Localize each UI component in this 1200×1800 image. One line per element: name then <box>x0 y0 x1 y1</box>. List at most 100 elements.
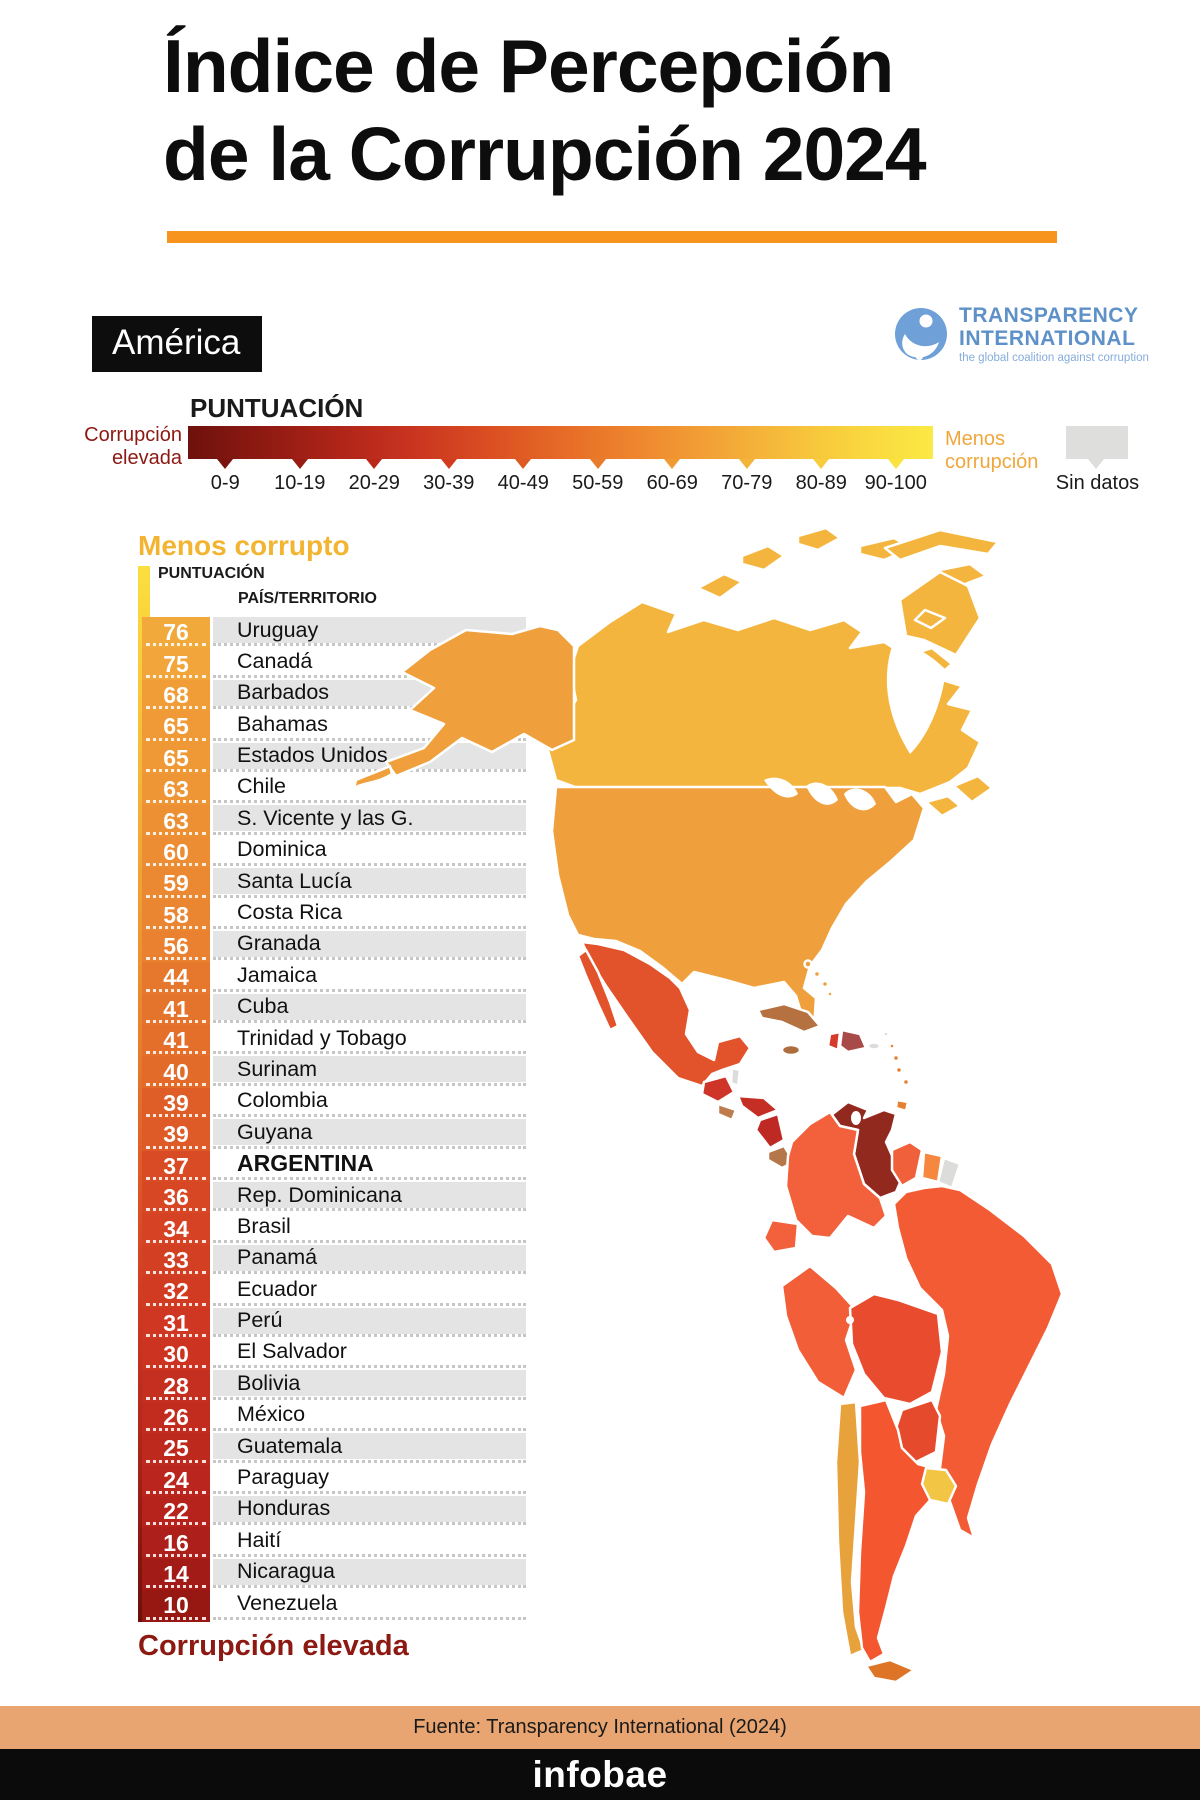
table-row: 26 México <box>142 1401 526 1434</box>
score-cell: 30 <box>142 1338 210 1371</box>
legend-tick <box>263 459 338 469</box>
score-cell: 63 <box>142 805 210 837</box>
legend-tick <box>784 459 859 469</box>
table-row: 40 Surinam <box>142 1056 526 1088</box>
ti-name-line2: INTERNATIONAL <box>959 327 1136 350</box>
country-label: México <box>237 1402 306 1427</box>
map-usa <box>550 785 926 1030</box>
map-canada-maritimes <box>924 794 962 818</box>
region-badge: América <box>92 316 263 372</box>
map-great-lakes <box>844 788 876 811</box>
map-baja-california <box>576 948 620 1032</box>
country-label: Guatemala <box>237 1433 343 1458</box>
country-cell: Bahamas <box>213 711 526 737</box>
country-label: Guyana <box>237 1119 313 1144</box>
country-label: Nicaragua <box>237 1559 335 1584</box>
map-uruguay <box>920 1466 958 1506</box>
map-dominican-republic <box>838 1028 868 1054</box>
ranking-bottom-label: Corrupción elevada <box>138 1630 409 1662</box>
map-canada-arctic-island <box>696 572 744 600</box>
country-label: Dominica <box>237 837 327 862</box>
country-cell: Jamaica <box>213 962 526 988</box>
score-cell: 58 <box>142 899 210 931</box>
no-data-pointer <box>1088 459 1104 469</box>
map-peru <box>780 1264 858 1400</box>
page-title: Índice de Percepción de la Corrupción 20… <box>163 22 1143 198</box>
legend-bucket-label: 20-29 <box>348 472 400 494</box>
country-cell: Panamá <box>213 1244 526 1271</box>
map-lesser-antilles <box>891 1053 901 1063</box>
map-canada-arctic-island <box>913 608 947 630</box>
score-cell: 24 <box>142 1464 210 1496</box>
map-bahamas <box>826 990 834 998</box>
legend-ticks <box>188 459 933 469</box>
score-cell: 36 <box>142 1182 210 1214</box>
score-cell: 14 <box>142 1558 210 1591</box>
country-label: Bahamas <box>237 711 328 736</box>
score-cell: 41 <box>142 1025 210 1057</box>
country-cell: Honduras <box>213 1495 526 1522</box>
country-cell: El Salvador <box>213 1339 526 1365</box>
table-row: 56 Granada <box>142 930 526 963</box>
map-belize <box>729 1066 742 1088</box>
country-label: ARGENTINA <box>237 1150 374 1177</box>
table-row: 37 ARGENTINA <box>142 1150 526 1183</box>
country-cell: Paraguay <box>213 1465 526 1491</box>
map-canada-arctic-island <box>796 526 842 552</box>
map-aleutian-islands <box>352 764 394 790</box>
table-row: 10 Venezuela <box>142 1590 526 1622</box>
legend-bucket-label: 0-9 <box>210 472 240 494</box>
score-cell: 65 <box>142 742 210 774</box>
score-cell: 63 <box>142 773 210 806</box>
table-row: 41 Cuba <box>142 993 526 1026</box>
score-cell: 25 <box>142 1433 210 1465</box>
country-cell: Brasil <box>213 1213 526 1239</box>
table-row: 33 Panamá <box>142 1244 526 1277</box>
country-cell: Guyana <box>213 1119 526 1146</box>
table-row: 59 Santa Lucía <box>142 868 526 900</box>
map-lesser-antilles <box>888 1042 896 1050</box>
legend-bucket-label: 90-100 <box>864 472 927 494</box>
country-label: Perú <box>237 1308 283 1333</box>
footer-source-band: Fuente: Transparency International (2024… <box>0 1706 1200 1749</box>
map-alaska <box>384 624 576 778</box>
country-cell: Haití <box>213 1527 526 1553</box>
table-row: 65 Bahamas <box>142 711 526 743</box>
country-cell: Cuba <box>213 993 526 1020</box>
score-cell: 59 <box>142 868 210 900</box>
country-label: Rep. Dominicana <box>237 1182 402 1207</box>
legend-title: PUNTUACIÓN <box>190 393 364 423</box>
score-cell: 39 <box>142 1087 210 1120</box>
table-row: 25 Guatemala <box>142 1433 526 1465</box>
country-cell: S. Vicente y las G. <box>213 805 526 832</box>
map-puerto-rico <box>866 1041 882 1051</box>
ti-name-line1: TRANSPARENCY <box>959 304 1139 327</box>
country-cell: Rep. Dominicana <box>213 1182 526 1209</box>
map-ecuador <box>762 1218 800 1254</box>
legend-bucket-label: 70-79 <box>721 472 773 494</box>
score-cell: 10 <box>142 1590 210 1622</box>
country-cell: Bolivia <box>213 1370 526 1397</box>
table-row: 31 Perú <box>142 1307 526 1339</box>
country-label: Uruguay <box>237 617 319 642</box>
country-label: Estados Unidos <box>237 743 388 768</box>
table-row: 41 Trinidad y Tobago <box>142 1025 526 1057</box>
country-label: Barbados <box>237 680 330 705</box>
score-cell: 75 <box>142 648 210 680</box>
legend-bucket-label: 10-19 <box>274 472 326 494</box>
score-cell: 26 <box>142 1401 210 1434</box>
table-row: 36 Rep. Dominicana <box>142 1182 526 1214</box>
legend-bucket-labels: 0-9 10-19 20-29 30-39 40-49 50-59 60-69 70-79 80… <box>188 472 933 495</box>
map-great-lakes <box>806 782 838 805</box>
score-cell: 44 <box>142 962 210 994</box>
map-argentina <box>856 1398 942 1664</box>
table-row: 39 Colombia <box>142 1087 526 1120</box>
footer-brand-band: infobae <box>0 1749 1200 1800</box>
map-canada-newfoundland <box>952 774 994 804</box>
country-cell: Granada <box>213 930 526 957</box>
score-cell: 34 <box>142 1213 210 1245</box>
table-row: 65 Estados Unidos <box>142 742 526 774</box>
table-row: 60 Dominica <box>142 836 526 869</box>
country-cell: Colombia <box>213 1088 526 1114</box>
legend-tick <box>710 459 785 469</box>
